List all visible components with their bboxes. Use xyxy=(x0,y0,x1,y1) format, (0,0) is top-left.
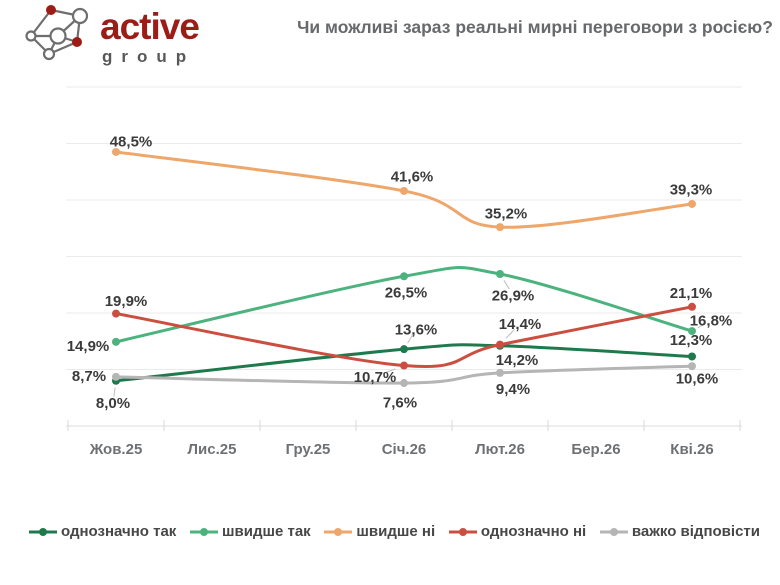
legend-item: швидше ні xyxy=(323,523,435,540)
network-nodes-icon xyxy=(25,5,89,61)
value-label: 35,2% xyxy=(485,205,528,222)
legend-label: швидше ні xyxy=(356,523,436,540)
legend-item: однозначно ні xyxy=(448,523,586,540)
data-point xyxy=(688,352,696,361)
value-label: 13,6% xyxy=(395,321,438,338)
value-label: 14,9% xyxy=(67,338,110,355)
value-label: 26,9% xyxy=(492,287,535,304)
month-label: Гру.25 xyxy=(286,441,331,458)
brand-wordmark: active group xyxy=(100,2,200,67)
chart-legend: однозначно так швидше так швидше ні однозна… xyxy=(28,523,760,540)
brand-logo: active group xyxy=(18,2,200,74)
value-label: 39,3% xyxy=(670,181,713,198)
data-point xyxy=(496,368,504,377)
data-point xyxy=(400,186,408,195)
series-line xyxy=(114,265,694,344)
series-line xyxy=(114,343,694,383)
line-chart: Жов.25 Лис.25 Гру.25 Січ.26 Лют.26 Бер.26 Кві.… xyxy=(66,86,742,458)
legend-marker-icon xyxy=(599,527,628,536)
data-point xyxy=(496,340,504,349)
series-line xyxy=(114,305,694,368)
value-label: 8,0% xyxy=(96,395,130,412)
data-point xyxy=(496,223,504,232)
data-point xyxy=(400,272,408,281)
brand-subname: group xyxy=(102,47,196,67)
value-label: 9,4% xyxy=(496,381,530,398)
label-leader xyxy=(505,329,515,339)
label-leader xyxy=(382,368,396,374)
month-label: Січ.26 xyxy=(382,441,427,458)
data-point xyxy=(688,362,696,371)
value-label: 8,7% xyxy=(72,368,106,385)
data-point xyxy=(112,309,120,318)
data-point xyxy=(688,327,696,336)
value-label: 41,6% xyxy=(391,168,434,185)
label-leader xyxy=(407,334,414,344)
data-point xyxy=(688,302,696,311)
data-point xyxy=(112,147,120,156)
legend-item: важко відповісти xyxy=(599,523,760,540)
brand-name: active xyxy=(100,6,200,47)
data-point xyxy=(496,270,504,279)
label-leader xyxy=(503,280,510,290)
data-point xyxy=(400,379,408,388)
legend-label: однозначно ні xyxy=(480,523,587,540)
value-label: 10,6% xyxy=(676,370,719,387)
value-label: 48,5% xyxy=(110,133,153,150)
data-point xyxy=(688,199,696,208)
series-line xyxy=(114,150,694,229)
legend-label: однозначно так xyxy=(61,523,177,540)
data-point xyxy=(112,372,120,381)
value-label: 16,8% xyxy=(690,312,733,329)
value-label: 26,5% xyxy=(385,285,428,302)
month-label: Лис.25 xyxy=(188,441,237,458)
legend-marker-icon xyxy=(190,527,219,536)
legend-label: швидше так xyxy=(222,523,311,540)
data-point xyxy=(400,361,408,370)
chart-title: Чи можливі зараз реальні мирні переговор… xyxy=(297,17,773,37)
month-label: Бер.26 xyxy=(571,441,620,458)
legend-item: однозначно так xyxy=(28,523,176,540)
label-leader xyxy=(113,387,116,397)
legend-item: швидше так xyxy=(189,523,311,540)
value-label: 7,6% xyxy=(383,394,417,411)
value-label: 21,1% xyxy=(670,285,713,302)
label-leader xyxy=(697,322,706,329)
value-label: 14,4% xyxy=(499,316,542,333)
value-label: 19,9% xyxy=(105,293,148,310)
month-label: Жов.25 xyxy=(89,441,143,458)
series-line xyxy=(114,364,694,385)
value-label: 10,7% xyxy=(354,369,397,386)
value-label: 12,3% xyxy=(670,332,713,349)
legend-marker-icon xyxy=(324,527,353,536)
value-label: 14,2% xyxy=(496,352,539,369)
legend-marker-icon xyxy=(29,527,57,536)
data-point xyxy=(112,337,120,346)
data-point xyxy=(400,345,408,354)
month-label: Лют.26 xyxy=(475,441,525,458)
legend-marker-icon xyxy=(448,527,477,536)
legend-label: важко відповісти xyxy=(631,523,760,540)
month-label: Кві.26 xyxy=(670,441,713,458)
